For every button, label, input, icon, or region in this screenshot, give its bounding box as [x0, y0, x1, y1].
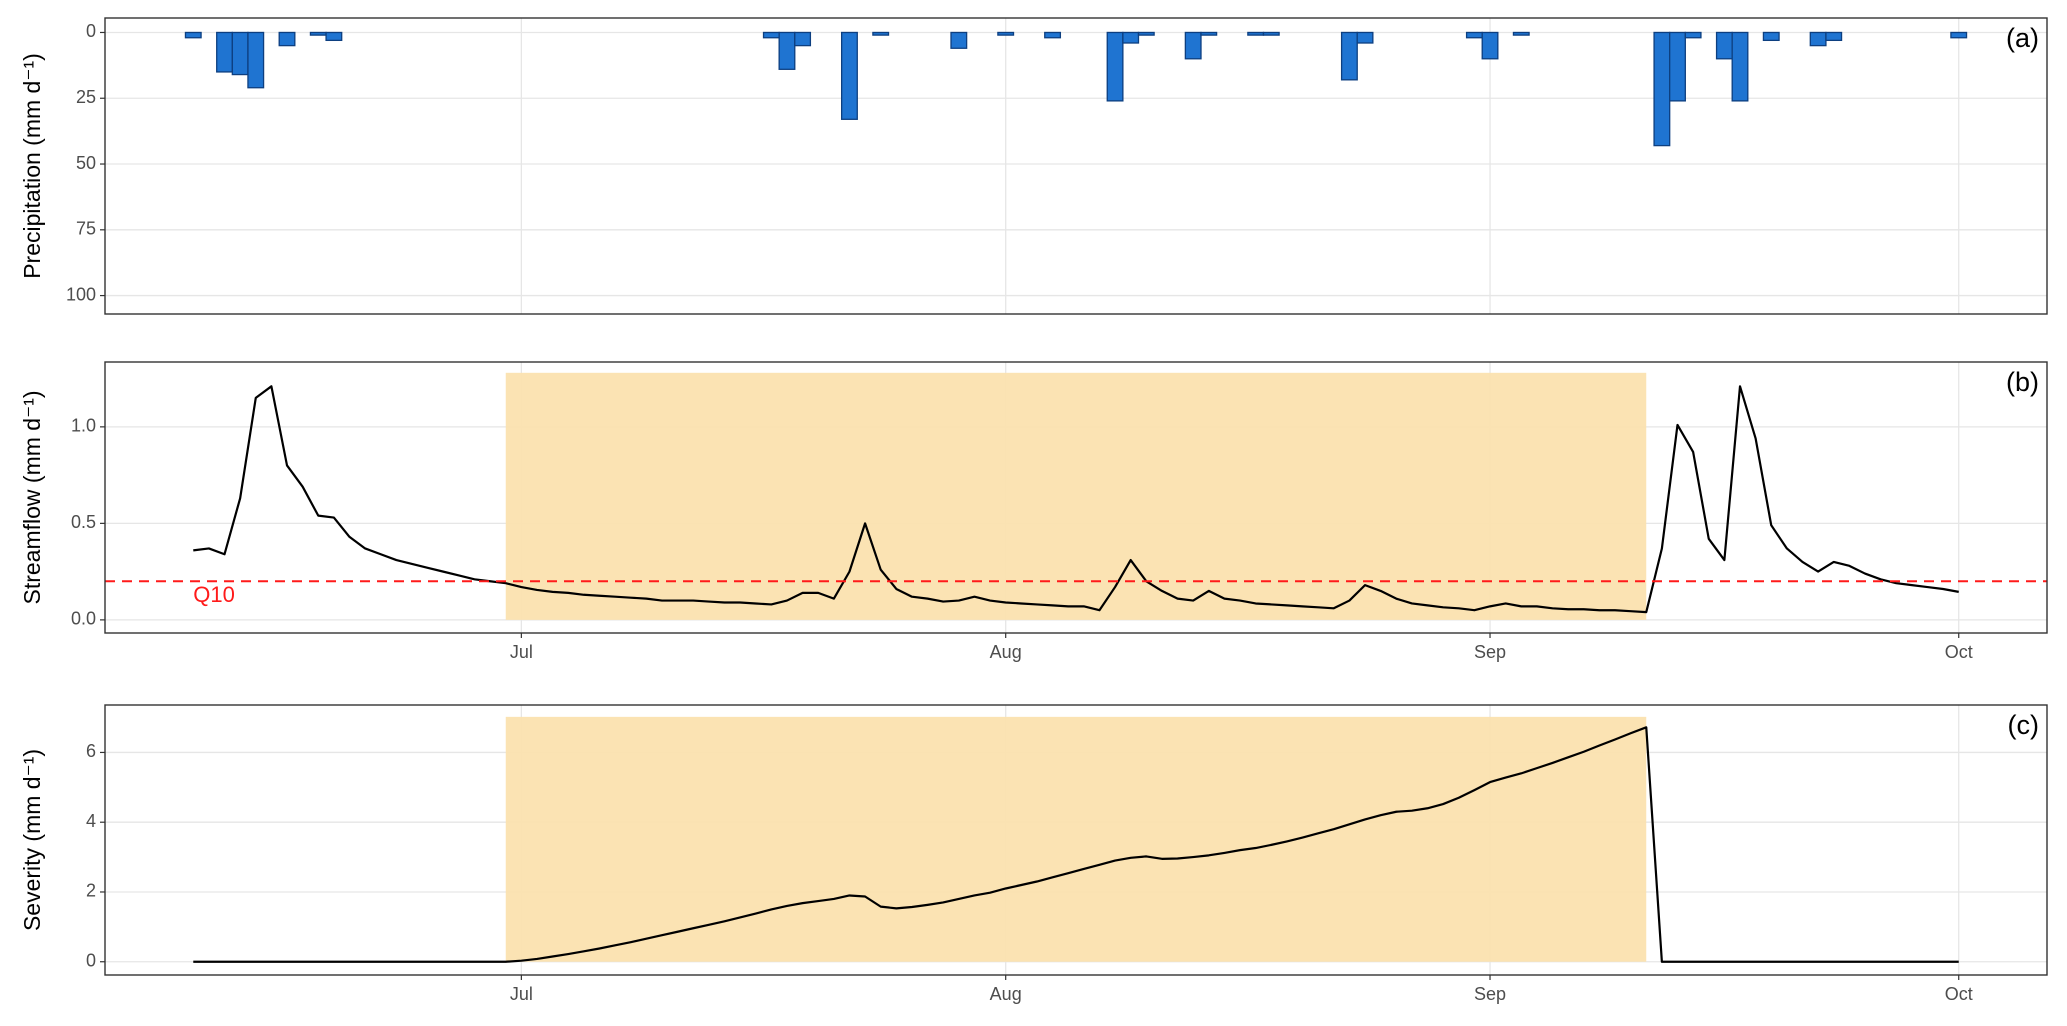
panel-label: (b)	[2006, 367, 2039, 397]
bar	[1825, 31, 1843, 42]
x-tick-label: Aug	[990, 642, 1022, 662]
y-tick-label: 2	[86, 881, 96, 901]
bar	[794, 31, 812, 47]
threshold-label: Q10	[193, 582, 235, 607]
bar	[1200, 31, 1218, 36]
bar	[762, 31, 780, 39]
bar	[231, 31, 249, 76]
y-axis-title: Severity (mm d⁻¹)	[19, 749, 45, 931]
bar	[872, 31, 890, 36]
x-tick-label: Aug	[990, 984, 1022, 1004]
bar	[1809, 31, 1827, 47]
bar	[997, 31, 1015, 36]
bar	[1340, 31, 1358, 81]
y-axis-title: Streamflow (mm d⁻¹)	[19, 390, 45, 604]
bar	[1465, 31, 1483, 39]
bar	[1762, 31, 1780, 42]
x-tick-label: Oct	[1945, 984, 1973, 1004]
y-tick-label: 1.0	[71, 416, 96, 436]
bar	[1950, 31, 1968, 39]
bar	[247, 31, 265, 89]
bar	[1653, 31, 1671, 147]
bar	[1106, 31, 1124, 102]
y-tick-label: 0	[86, 950, 96, 970]
bar	[216, 31, 233, 73]
panel-border	[104, 17, 2048, 315]
bar	[1715, 31, 1733, 60]
x-tick-label: Jul	[510, 642, 533, 662]
line	[193, 726, 1959, 963]
highlight-period	[505, 716, 1647, 962]
bar	[325, 31, 343, 42]
x-tick-label: Oct	[1945, 642, 1973, 662]
bar	[840, 31, 858, 120]
y-tick-label: 4	[86, 811, 96, 831]
panel-border	[104, 704, 2048, 976]
bar	[1122, 31, 1140, 44]
panel-border	[104, 361, 2048, 634]
bar	[1512, 31, 1530, 36]
x-tick-label: Jul	[510, 984, 533, 1004]
bar	[1247, 31, 1265, 36]
bar	[1669, 31, 1686, 102]
y-tick-label: 0	[86, 21, 96, 41]
bar	[184, 31, 202, 39]
bar	[1356, 31, 1374, 44]
y-tick-label: 0.5	[71, 512, 96, 532]
panel-label: (a)	[2006, 23, 2039, 53]
y-tick-label: 6	[86, 741, 96, 761]
bar	[1731, 31, 1749, 102]
bar	[1684, 31, 1702, 39]
bar	[1044, 31, 1062, 39]
x-tick-label: Sep	[1474, 984, 1506, 1004]
x-tick-label: Sep	[1474, 642, 1506, 662]
bar	[1481, 31, 1499, 60]
bar	[950, 31, 968, 49]
y-tick-label: 50	[76, 153, 96, 173]
bar	[1262, 31, 1280, 36]
panel-label: (c)	[2008, 710, 2039, 740]
y-tick-label: 25	[76, 87, 96, 107]
y-tick-label: 0.0	[71, 609, 96, 629]
bar	[278, 31, 296, 47]
y-tick-label: 75	[76, 219, 96, 239]
y-axis-title: Precipitation (mm d⁻¹)	[19, 53, 45, 279]
bar	[778, 31, 796, 70]
panel-background	[105, 18, 2047, 314]
bar	[1184, 31, 1202, 60]
bar	[1137, 31, 1155, 36]
y-tick-label: 100	[66, 284, 96, 304]
bar	[309, 31, 327, 36]
highlight-period	[505, 372, 1647, 620]
